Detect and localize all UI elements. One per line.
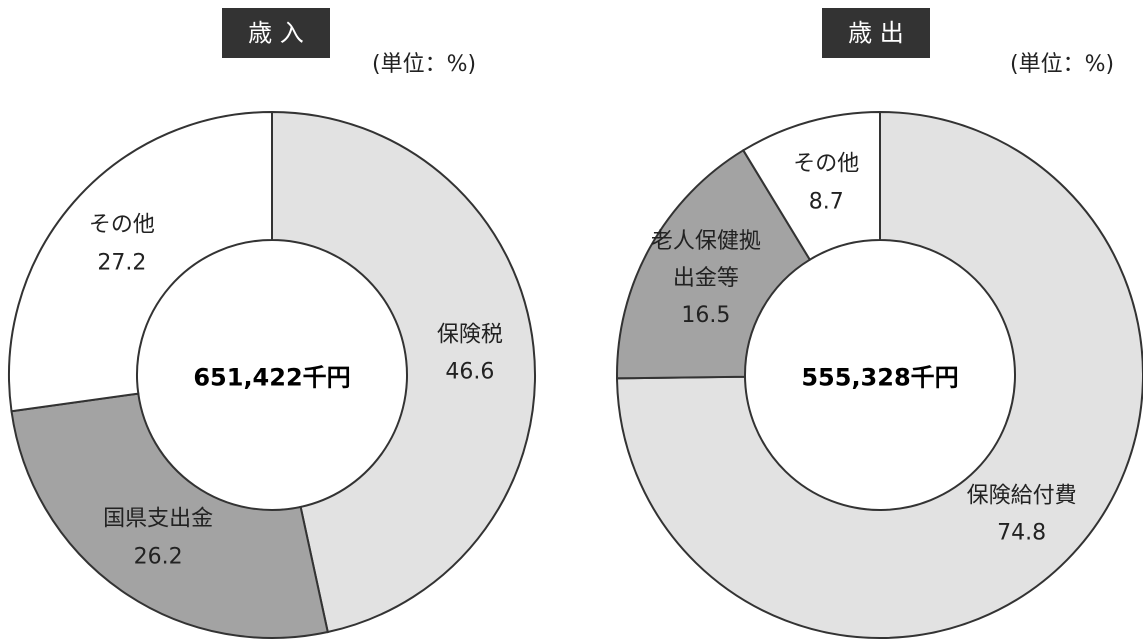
slice-label: 国県支出金 26.2 [103,501,213,576]
value-label: 16.5 [681,303,731,329]
category-label: その他 [88,212,155,238]
category-label: 老人保健拠出金等 [650,228,761,291]
center-label: 651,422千円 [193,363,351,392]
slice-label: その他 8.7 [793,146,859,221]
category-label: その他 [793,151,860,177]
value-label: 26.2 [133,544,183,570]
slice [616,148,812,380]
unit-label: (単位：%) [1010,52,1115,77]
category-label: 保険給付費 [966,483,1077,509]
slice-label: その他 27.2 [89,207,155,282]
slice [10,392,329,639]
slice-label: 保険税 46.6 [437,316,503,391]
slice-label: 保険給付費 74.8 [967,477,1077,552]
value-label: 74.8 [997,520,1047,546]
category-label: 保険税 [436,322,503,348]
chart-title: 歳 入 [222,8,330,58]
slice [8,110,273,413]
slice-label: 老人保健拠出金等 16.5 [651,222,761,334]
chart-title: 歳 出 [822,8,930,58]
value-label: 46.6 [445,359,495,385]
slice [741,110,881,262]
slice [616,110,1143,639]
unit-label: (単位：%) [372,52,477,77]
value-label: 8.7 [808,189,844,215]
value-label: 27.2 [97,250,147,276]
slice [271,110,536,634]
center-label: 555,328千円 [801,363,959,392]
category-label: 国県支出金 [103,506,214,532]
